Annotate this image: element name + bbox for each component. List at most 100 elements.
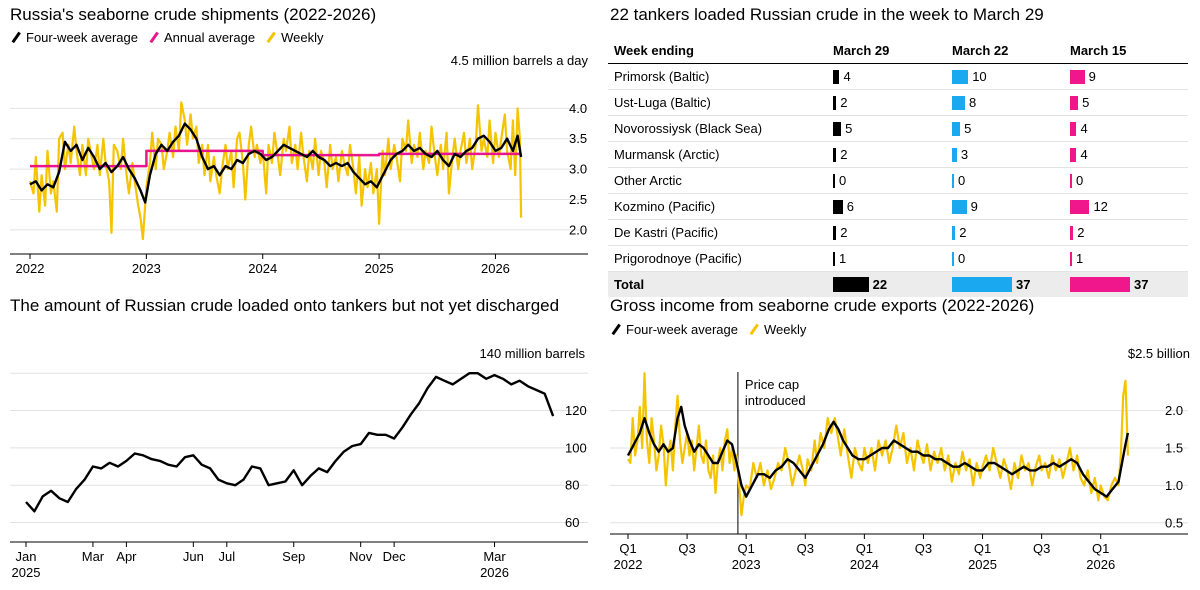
x-tick-label-year: 2022 <box>614 557 643 572</box>
x-tick-label: Jul <box>218 549 235 564</box>
x-tick-label: Q3 <box>797 541 814 556</box>
table-header-cell: March 22 <box>952 43 1009 58</box>
table-row: Prigorodnoye (Pacific) 1 0 1 <box>608 246 1188 272</box>
value-bar <box>1070 200 1090 214</box>
panel4-unit-label: $2.5 billion <box>1127 346 1190 361</box>
value-label: 1 <box>839 251 847 266</box>
value-label: 12 <box>1093 199 1108 214</box>
y-tick-label: 100 <box>565 440 587 455</box>
x-tick-label: 2026 <box>481 261 510 276</box>
x-tick-label: 2025 <box>365 261 394 276</box>
y-tick-label: 1.5 <box>1165 441 1183 456</box>
value-label: 37 <box>1134 277 1149 292</box>
table-header-cell: March 29 <box>833 43 890 58</box>
x-tick-label-year: 2023 <box>732 557 761 572</box>
table-row: Murmansk (Arctic) 2 3 4 <box>608 142 1188 168</box>
x-tick-label: Jan <box>16 549 37 564</box>
series-line-crude-on-water <box>25 372 555 513</box>
table-row: Kozmino (Pacific) 6 9 12 <box>608 194 1188 220</box>
y-tick-label: 1.0 <box>1165 478 1183 493</box>
value-label: 4 <box>1080 121 1088 136</box>
value-label: 8 <box>968 95 977 110</box>
series-line-four-week-average <box>626 405 1130 498</box>
value-label: 22 <box>872 277 888 292</box>
series-line-annual-average <box>30 149 522 168</box>
value-bar <box>1070 122 1077 136</box>
value-label: 2 <box>840 147 848 162</box>
port-label: Prigorodnoye (Pacific) <box>614 251 742 266</box>
table-header-cell: March 15 <box>1070 43 1127 58</box>
value-bar <box>1070 226 1074 240</box>
port-label: Murmansk (Arctic) <box>614 147 720 162</box>
value-bar <box>833 122 842 136</box>
x-tick-label: Apr <box>116 549 137 564</box>
port-label: Total <box>614 277 645 292</box>
y-tick-label: 2.0 <box>569 222 587 237</box>
y-tick-label: 3.5 <box>569 131 587 146</box>
value-bar <box>952 122 961 136</box>
y-tick-label: 4.0 <box>569 101 587 116</box>
value-label: 0 <box>839 173 847 188</box>
table-header-cell: Week ending <box>614 43 694 58</box>
x-tick-label: Q3 <box>915 541 932 556</box>
value-label: 5 <box>964 121 972 136</box>
value-label: 37 <box>1016 277 1031 292</box>
x-tick-label: Q3 <box>1033 541 1050 556</box>
table-header-row: Week ending March 29 March 22 March 15 <box>608 38 1188 64</box>
legend-swatch-icon <box>11 31 21 44</box>
value-bar <box>952 148 957 162</box>
value-label: 2 <box>840 225 848 240</box>
legend-label: Four-week average <box>626 322 738 337</box>
x-tick-label-year: 2025 <box>12 565 41 580</box>
price-cap-annotation: introduced <box>745 393 806 408</box>
x-tick-label: 2024 <box>248 261 277 276</box>
x-tick-label: Q1 <box>856 541 873 556</box>
y-tick-label: 60 <box>565 515 579 530</box>
value-bar <box>952 70 969 84</box>
value-label: 2 <box>959 225 967 240</box>
panel1-unit-label: 4.5 million barrels a day <box>450 53 588 68</box>
value-label: 9 <box>1088 69 1096 84</box>
table-row: Other Arctic 0 0 0 <box>608 168 1188 194</box>
x-tick-label: Dec <box>383 549 407 564</box>
value-bar <box>952 226 956 240</box>
x-tick-label: 2022 <box>16 261 45 276</box>
value-bar <box>1070 174 1072 188</box>
y-tick-label: 3.0 <box>569 162 587 177</box>
value-bar <box>952 200 967 214</box>
series-line-four-week-average <box>29 122 523 204</box>
value-label: 2 <box>840 95 848 110</box>
value-bar <box>952 252 954 266</box>
x-tick-label-year: 2025 <box>968 557 997 572</box>
value-bar <box>1070 70 1085 84</box>
value-bar <box>952 174 954 188</box>
series-line-weekly <box>28 101 523 241</box>
port-label: Other Arctic <box>614 173 682 188</box>
panel4-legend: Four-week average Weekly <box>610 322 806 337</box>
legend-label: Weekly <box>764 322 807 337</box>
port-label: De Kastri (Pacific) <box>614 225 719 240</box>
value-bar <box>1070 96 1079 110</box>
y-tick-label: 120 <box>565 403 587 418</box>
value-label: 0 <box>958 173 966 188</box>
table-row: Ust-Luga (Baltic) 2 8 5 <box>608 90 1188 116</box>
value-bar <box>833 70 840 84</box>
value-bar <box>952 277 1012 292</box>
price-cap-annotation: Price cap <box>745 377 799 392</box>
value-bar <box>833 174 835 188</box>
value-label: 4 <box>1080 147 1088 162</box>
legend-label: Four-week average <box>26 30 138 45</box>
port-label: Novorossiysk (Black Sea) <box>614 121 763 136</box>
value-bar <box>833 252 835 266</box>
value-label: 4 <box>843 69 851 84</box>
value-label: 2 <box>1077 225 1085 240</box>
panel2-unit-label: 140 million barrels <box>479 346 586 361</box>
port-label: Ust-Luga (Baltic) <box>614 95 711 110</box>
x-tick-label: Q3 <box>678 541 695 556</box>
table-row: Novorossiysk (Black Sea) 5 5 4 <box>608 116 1188 142</box>
value-bar <box>1070 148 1077 162</box>
x-tick-label: Sep <box>282 549 305 564</box>
shipments-chart: 2.0 2.5 3.0 3.5 4.0 2022 2023 2024 2025 2026 <box>10 101 588 276</box>
value-label: 5 <box>845 121 853 136</box>
